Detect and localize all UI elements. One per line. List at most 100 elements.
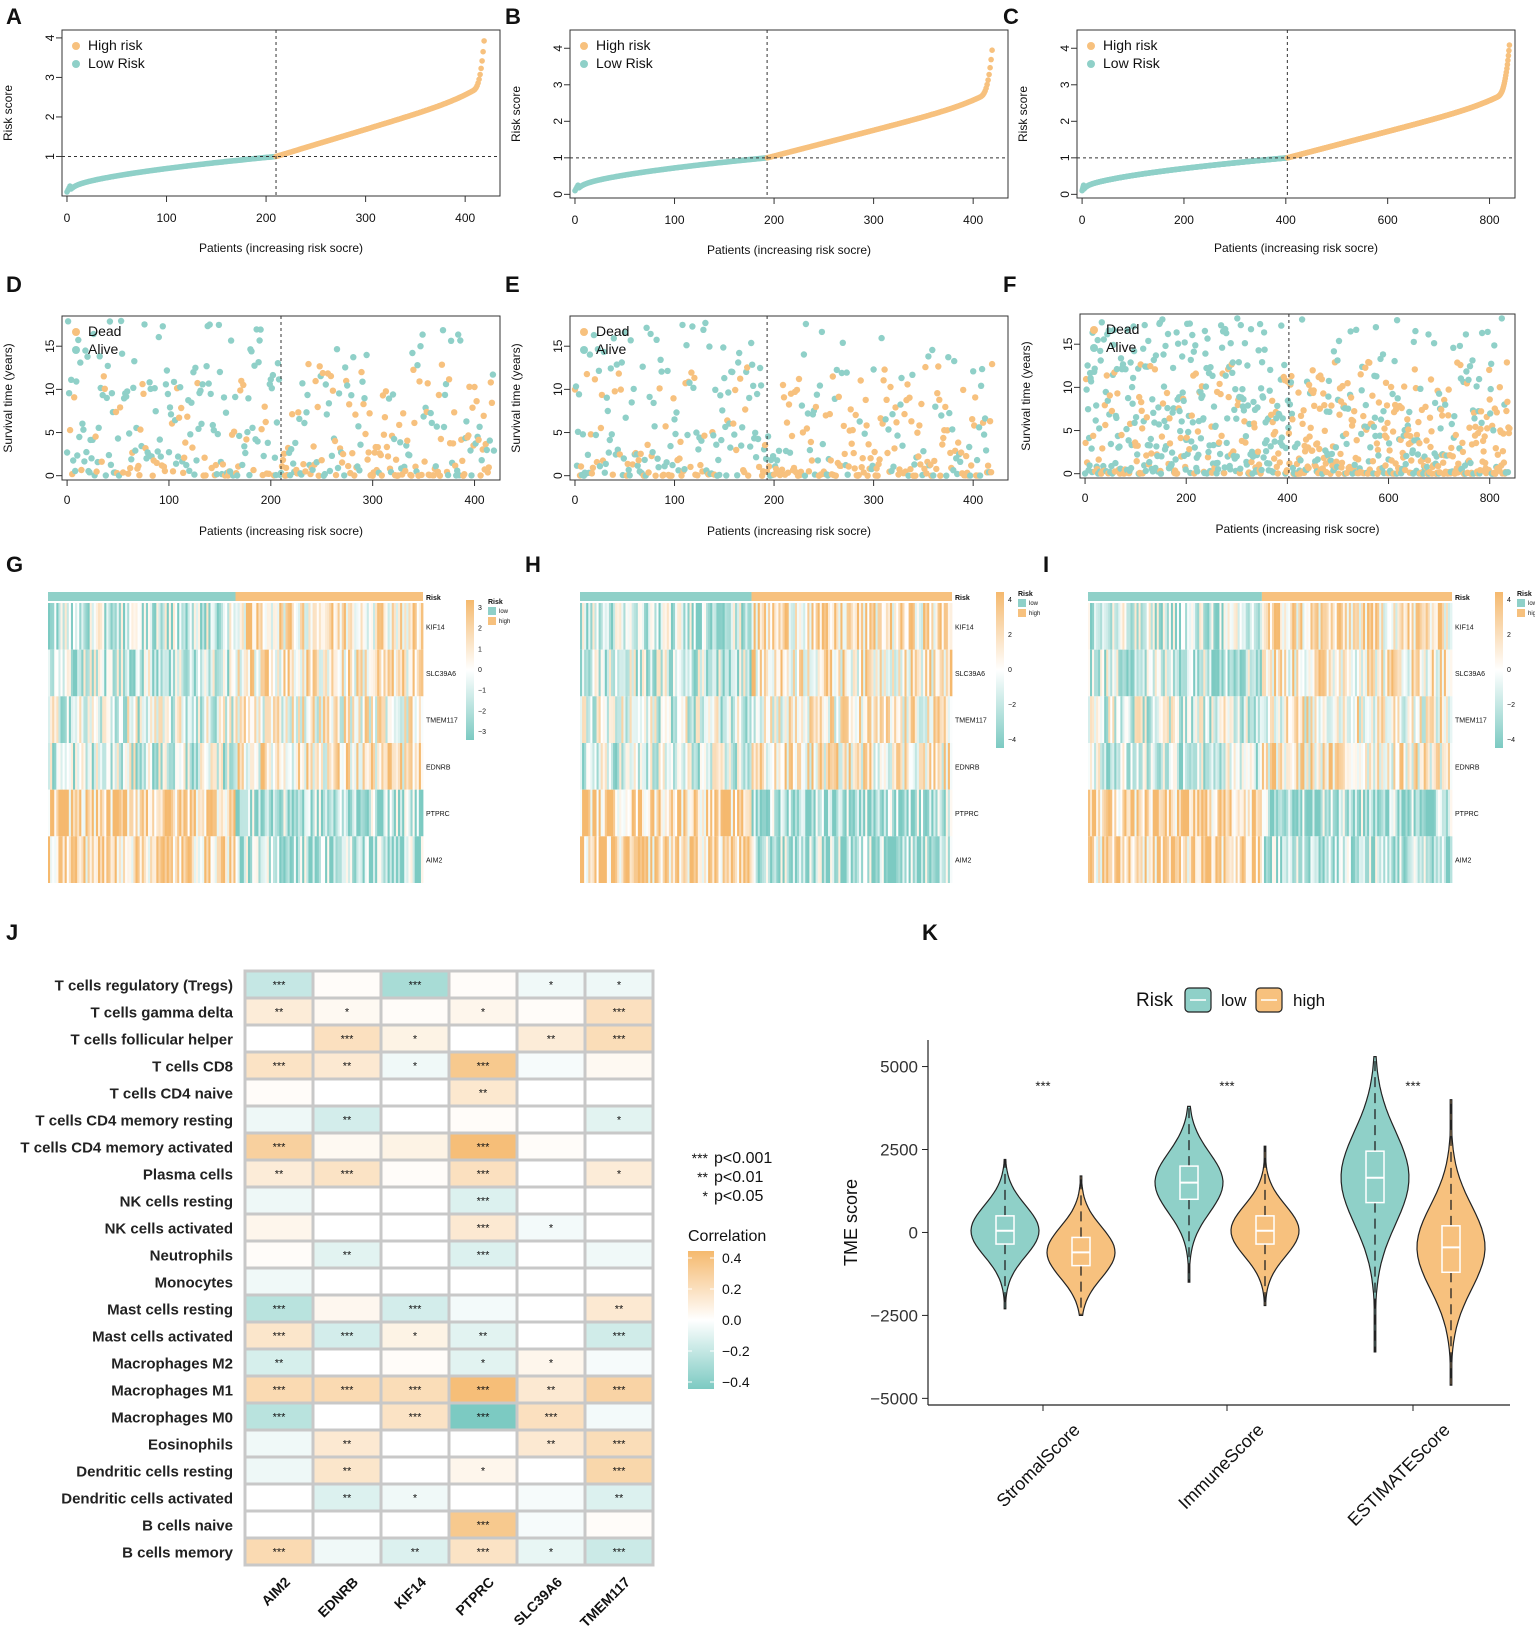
dead-point [1183,434,1190,441]
alive-point [214,430,221,438]
alive-point [693,429,700,436]
alive-point [1258,466,1265,474]
dead-point [331,437,339,445]
dead-point [1480,448,1487,455]
gene-label: KIF14 [426,624,445,631]
dead-point [1114,390,1121,397]
x-axis-label: Patients (increasing risk socre) [707,243,871,257]
alive-point [260,452,267,460]
y-tick-label: 1 [1058,154,1072,161]
alive-point [303,409,310,416]
alive-point [1478,419,1485,426]
alive-point [1214,466,1222,473]
alive-point [357,441,364,448]
alive-point [813,391,821,398]
dead-point [1387,383,1395,391]
alive-point [731,431,738,438]
alive-point [843,369,850,376]
alive-point [389,391,397,398]
alive-point [1176,407,1183,415]
dead-point [1355,456,1362,463]
alive-point [1278,322,1285,329]
alive-point [1373,373,1380,380]
dead-point [71,394,78,401]
dead-point [1344,380,1351,387]
alive-point [899,442,906,449]
dead-point [153,459,160,467]
alive-point [1451,413,1458,420]
alive-point [814,457,822,464]
alive-point [951,357,958,365]
alive-point [269,371,277,379]
alive-point [290,460,297,467]
panel-label-c: C [1003,4,1019,29]
alive-point [227,337,235,344]
heatmap-cell [420,743,424,790]
dead-point [1499,448,1507,455]
dead-point [1506,425,1513,432]
alive-point [657,356,664,363]
dead-point [1242,439,1249,446]
dead-point [201,454,208,461]
dead-point [182,439,189,446]
alive-point [1164,404,1171,412]
alive-point [486,437,493,444]
heatmap-cell [949,603,953,650]
alive-point [1129,374,1137,382]
dead-point [461,471,468,478]
alive-point [1087,378,1095,385]
alive-point [720,344,727,351]
dead-point [1459,439,1466,446]
alive-point [725,389,732,396]
alive-point [1344,405,1352,412]
alive-point [84,353,91,360]
scale-tick-label: 2 [478,626,482,633]
legend-label: low [499,609,509,615]
x-tick-label: 200 [764,213,784,227]
alive-point [739,424,746,431]
gene-label: AIM2 [426,858,442,865]
dead-point [381,414,389,421]
dead-point [778,466,786,473]
dead-point [609,471,616,478]
dead-point [1106,392,1114,399]
dead-point [1362,364,1369,371]
dead-point [850,449,857,457]
alive-point [627,337,634,344]
y-tick-label: 2 [43,113,57,120]
alive-point [234,472,241,479]
dead-point [180,469,187,476]
alive-point [762,455,770,463]
dead-point [826,410,833,418]
alive-point [342,364,349,371]
alive-point [679,321,686,329]
plot-frame [569,29,1009,199]
alive-point [584,451,592,458]
alive-point [241,443,248,450]
dead-point [1386,447,1393,454]
dead-point [827,457,834,464]
alive-point [756,364,764,372]
alive-point [427,409,434,417]
dead-point [383,443,391,451]
dead-point [1424,457,1432,464]
dead-point [942,403,949,411]
x-tick-label: 0 [64,211,71,225]
dead-point [1360,412,1367,420]
alive-point [70,457,77,464]
x-tick-label: 400 [455,211,475,225]
scale-tick-label: −2 [478,708,486,715]
alive-point [621,329,628,336]
dead-point [1486,366,1493,374]
alive-point [420,413,427,420]
alive-point [117,317,125,325]
alive-point [442,380,450,388]
alive-point [447,337,455,344]
expression-heatmap-g: RiskKIF14SLC39A6TMEM117EDNRBPTPRCAIM2321… [48,592,510,883]
dead-point [805,468,813,475]
alive-point [607,365,614,372]
alive-point [95,424,102,431]
dead-point [701,432,708,439]
